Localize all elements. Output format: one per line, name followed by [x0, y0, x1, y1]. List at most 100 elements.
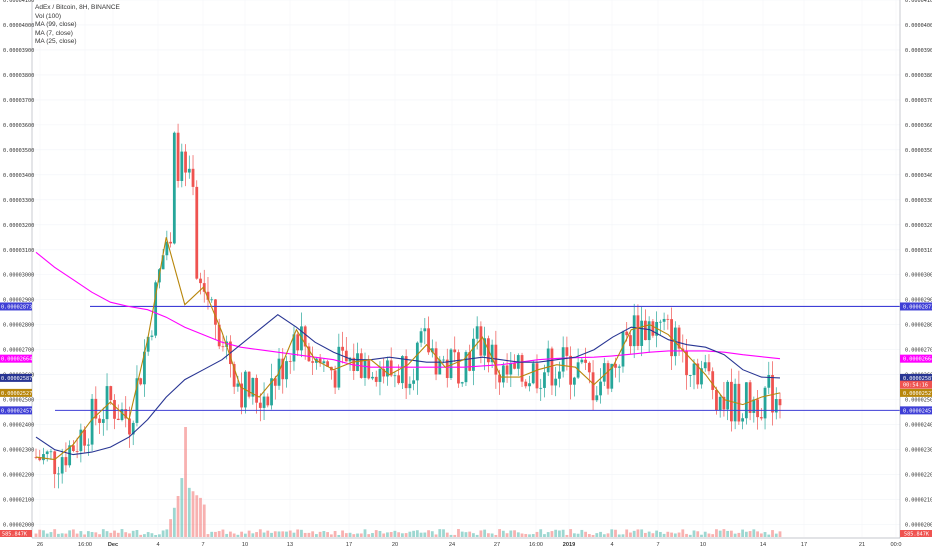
- horizontal-levels[interactable]: [55, 305, 900, 411]
- volume-bar: [206, 534, 210, 537]
- volume-bar: [584, 531, 587, 537]
- y-tick-left: 0.00003900: [3, 48, 34, 54]
- candle-body: [221, 346, 225, 348]
- x-tick-label: 10: [242, 542, 248, 548]
- volume-bar: [315, 534, 318, 537]
- volume-bar: [180, 478, 184, 537]
- volume-bar: [371, 533, 374, 537]
- volume-bar: [49, 532, 53, 537]
- y-tick-right: 0.00002000: [905, 523, 932, 529]
- volume-bar: [561, 529, 565, 537]
- volume-bar: [460, 531, 464, 537]
- candle-body: [307, 346, 311, 362]
- chart-legend: AdEx / Bitcoin, 8H, BINANCE Vol (100) MA…: [35, 4, 120, 47]
- y-tick-right: 0.00002500: [905, 398, 932, 404]
- volume-bar: [169, 519, 172, 537]
- volume-bar: [498, 529, 501, 537]
- candle-body: [767, 375, 771, 388]
- volume-bar: [490, 533, 494, 537]
- price-tag-bg-left: [0, 406, 32, 415]
- x-tick-label: 13: [287, 542, 293, 548]
- volume-bar: [617, 534, 621, 537]
- candle-body: [610, 363, 614, 389]
- volume-bar: [165, 529, 169, 537]
- price-tags: 0.000028730.000026640.0000258700:54:160.…: [0, 302, 932, 538]
- candle-body: [457, 352, 460, 384]
- volume-bar: [475, 534, 479, 537]
- candle-body: [180, 151, 184, 182]
- volume-bar: [700, 534, 703, 537]
- volume-bar: [442, 529, 445, 537]
- candle-body: [494, 344, 498, 375]
- price-tag-label: 0.00002527: [903, 391, 932, 397]
- volume-bar: [711, 534, 715, 537]
- candle-body: [644, 320, 647, 341]
- volume-bar: [135, 530, 139, 537]
- volume-bar: [677, 532, 681, 537]
- candle-body: [572, 377, 576, 385]
- volume-bar: [356, 533, 359, 537]
- candle-body: [57, 473, 60, 475]
- volume-bar: [658, 531, 662, 537]
- volume-bar: [232, 533, 236, 537]
- volume-bar: [632, 530, 636, 537]
- volume-bar: [666, 531, 670, 537]
- candle-body: [666, 318, 670, 320]
- volume-bar: [262, 532, 266, 537]
- volume-tag-bg: [900, 530, 932, 537]
- price-tag-bg: [900, 406, 932, 415]
- volume-bar: [285, 531, 288, 537]
- candle-body: [744, 382, 748, 419]
- candle-body: [348, 357, 352, 362]
- volume-bar: [587, 534, 591, 537]
- volume-bar: [546, 532, 550, 537]
- candle-body: [442, 359, 445, 361]
- price-tag-label: 0.00002457: [903, 408, 932, 414]
- candle-body: [703, 362, 707, 369]
- volume-bar: [509, 530, 513, 537]
- candle-body: [236, 383, 240, 387]
- candle-body: [75, 451, 79, 452]
- volume-bar: [430, 531, 434, 537]
- y-tick-left: 0.00004100: [3, 0, 34, 4]
- candle-body: [741, 418, 745, 422]
- candle-body: [587, 362, 591, 373]
- volume-bar: [625, 529, 629, 537]
- y-tick-right: 0.00002400: [905, 423, 932, 429]
- candle-body: [258, 402, 262, 408]
- candle-body: [696, 363, 700, 385]
- y-tick-left: 0.00002800: [3, 323, 34, 329]
- candle-body: [187, 168, 191, 173]
- volume-bar: [692, 530, 696, 537]
- y-tick-left: 0.00003300: [3, 198, 34, 204]
- volume-bar: [419, 532, 423, 537]
- volume-bar: [116, 532, 120, 537]
- volume-bar: [251, 533, 255, 537]
- volume-bar: [602, 534, 606, 537]
- volume-bar: [60, 533, 64, 537]
- volume-bar: [565, 534, 569, 537]
- volume-bar: [558, 530, 561, 537]
- volume-bar: [98, 534, 101, 537]
- y-tick-right: 0.00003200: [905, 223, 932, 229]
- candle-body: [285, 361, 288, 380]
- candle-body: [617, 366, 621, 368]
- x-tick-label: 14: [760, 542, 766, 548]
- candle-body: [311, 361, 315, 363]
- y-tick-right: 0.00003300: [905, 198, 932, 204]
- volume-bar: [472, 533, 475, 537]
- y-tick-right: 0.00004000: [905, 23, 932, 29]
- volume-bar: [438, 529, 442, 537]
- y-tick-left: 0.00002200: [3, 473, 34, 479]
- candle-body: [636, 315, 640, 346]
- legend-vol: Vol (100): [35, 12, 62, 20]
- volume-bar: [300, 529, 303, 537]
- volume-bar: [468, 531, 472, 537]
- candle-body: [449, 349, 453, 379]
- volume-bar: [685, 533, 688, 537]
- x-tick-label: 17: [346, 542, 352, 548]
- candle-body: [632, 315, 636, 347]
- volume-bar: [68, 530, 72, 537]
- candle-body: [584, 359, 587, 363]
